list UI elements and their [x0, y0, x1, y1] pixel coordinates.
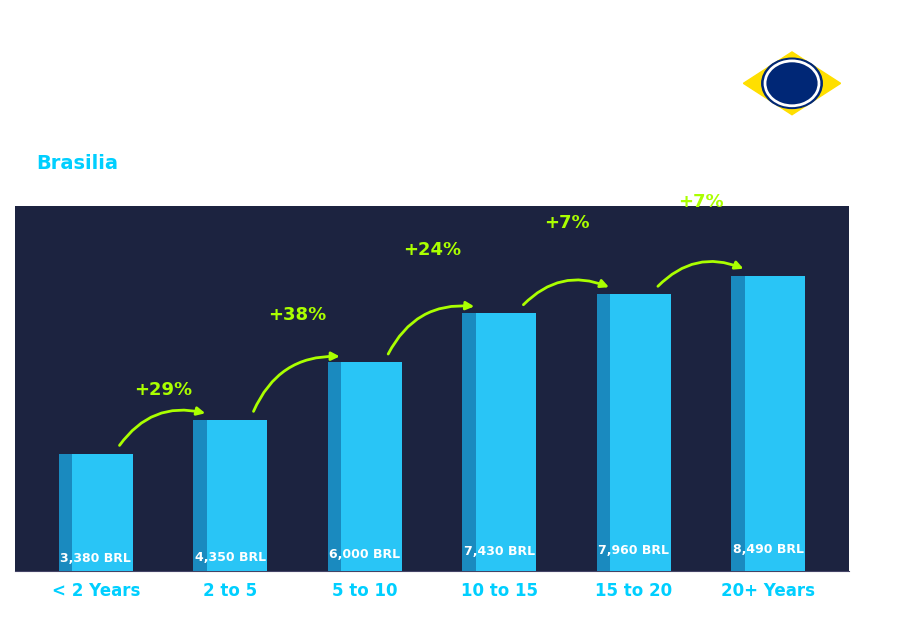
Bar: [58, 454, 132, 571]
Bar: [194, 420, 207, 571]
FancyArrowPatch shape: [658, 262, 741, 287]
Bar: [732, 276, 806, 571]
Text: 4,350 BRL: 4,350 BRL: [194, 551, 266, 563]
Bar: [194, 420, 267, 571]
Bar: [732, 276, 806, 571]
Bar: [328, 362, 401, 571]
Text: 7,430 BRL: 7,430 BRL: [464, 545, 535, 558]
Bar: [58, 454, 72, 571]
Bar: [463, 313, 536, 571]
Text: 7,960 BRL: 7,960 BRL: [598, 544, 670, 558]
Text: Recruitment Officer: Recruitment Officer: [36, 109, 228, 128]
Text: +24%: +24%: [403, 242, 461, 260]
Bar: [732, 276, 744, 571]
Bar: [328, 362, 401, 571]
Text: +38%: +38%: [268, 306, 327, 324]
Bar: [597, 294, 610, 571]
Bar: [194, 420, 267, 571]
FancyArrowPatch shape: [120, 408, 202, 445]
Text: salary: salary: [383, 613, 436, 628]
Text: +7%: +7%: [544, 214, 590, 232]
FancyArrowPatch shape: [524, 280, 606, 304]
Text: salaryexplorer.com: salaryexplorer.com: [377, 613, 523, 628]
Bar: [328, 362, 341, 571]
Text: +7%: +7%: [679, 193, 724, 211]
Circle shape: [761, 58, 823, 108]
Bar: [58, 454, 132, 571]
Text: 3,380 BRL: 3,380 BRL: [60, 553, 131, 565]
Text: Average Monthly Salary: Average Monthly Salary: [860, 246, 873, 395]
Text: Brasilia: Brasilia: [36, 154, 118, 173]
Text: +29%: +29%: [134, 381, 192, 399]
Bar: [597, 294, 670, 571]
Polygon shape: [743, 52, 841, 115]
Text: 6,000 BRL: 6,000 BRL: [329, 548, 400, 561]
FancyArrowPatch shape: [254, 353, 337, 412]
Bar: [597, 294, 670, 571]
Bar: [463, 313, 475, 571]
Bar: [463, 313, 536, 571]
Text: 8,490 BRL: 8,490 BRL: [733, 544, 804, 556]
FancyArrowPatch shape: [388, 303, 472, 354]
Text: Salary Comparison By Experience: Salary Comparison By Experience: [36, 45, 562, 73]
